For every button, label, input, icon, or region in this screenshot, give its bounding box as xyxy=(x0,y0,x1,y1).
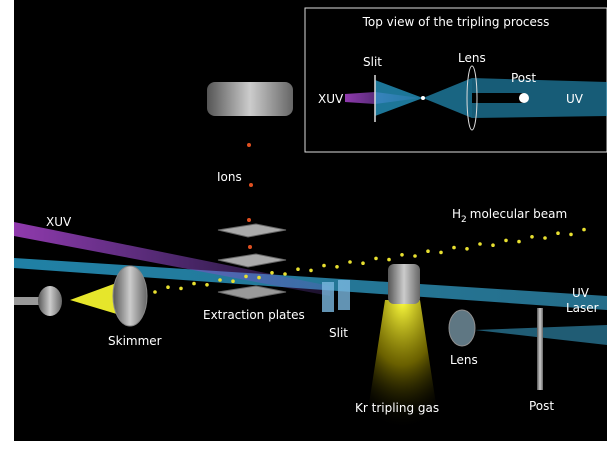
beam-dot xyxy=(335,265,339,269)
beam-dot xyxy=(309,268,313,273)
plate xyxy=(217,285,287,300)
inset-focus xyxy=(421,96,425,100)
beam-dot xyxy=(257,275,261,280)
beam-dot xyxy=(556,231,560,235)
inset-lens xyxy=(466,65,478,131)
post xyxy=(537,308,543,390)
label: UV xyxy=(566,92,584,106)
beam-dot xyxy=(569,232,573,237)
label: Skimmer xyxy=(108,334,162,348)
beam-dot xyxy=(153,290,157,294)
label: Extraction plates xyxy=(203,308,305,322)
slit-left xyxy=(322,282,334,312)
plate xyxy=(217,223,287,238)
label: Lens xyxy=(450,353,478,367)
label: Ions xyxy=(217,170,242,184)
inset: Top view of the tripling process Slit Le… xyxy=(304,7,607,153)
beam-dot xyxy=(218,278,222,282)
beam-dot xyxy=(179,286,183,291)
beam-dot xyxy=(231,279,235,284)
label: Slit xyxy=(363,55,382,69)
inset-title: Top view of the tripling process xyxy=(362,15,550,29)
beam-dot xyxy=(296,267,300,272)
beam-dot xyxy=(530,235,534,239)
beam-dot xyxy=(504,238,508,243)
beam-dot xyxy=(465,247,469,251)
detector xyxy=(207,82,293,116)
xuv-beam xyxy=(14,222,330,296)
beam-dot xyxy=(283,272,287,276)
inset-shadow xyxy=(472,93,524,103)
label-part: molecular beam xyxy=(470,207,567,221)
label: Laser xyxy=(566,301,599,315)
gas-cell xyxy=(388,264,420,304)
beam-dot xyxy=(400,253,404,257)
beam-dot xyxy=(452,245,456,250)
beam-dot xyxy=(244,274,248,279)
beam-dot xyxy=(166,285,170,290)
inset-uv-cone xyxy=(423,78,472,118)
beam-dot xyxy=(491,243,495,247)
inset-frame xyxy=(304,7,607,153)
label: Kr tripling gas xyxy=(355,401,439,415)
inset-uv-beam xyxy=(472,78,607,118)
inset-post xyxy=(519,93,529,103)
beam-dot xyxy=(426,249,430,253)
beam-dot xyxy=(348,260,352,264)
skimmer-cone xyxy=(112,265,148,327)
molecular-beam-dots xyxy=(153,227,586,294)
kr-gas xyxy=(365,300,440,430)
nozzle xyxy=(38,286,62,316)
beam-dot xyxy=(582,227,586,232)
label-part: 2 xyxy=(461,215,467,225)
beam-dot xyxy=(361,261,365,266)
beam-dot xyxy=(387,257,391,262)
beam-dot xyxy=(192,281,196,286)
label: Post xyxy=(529,399,554,413)
inset-uv-cone xyxy=(375,80,423,116)
label: Lens xyxy=(458,51,486,65)
label: UV xyxy=(572,286,590,300)
beam-dot xyxy=(413,254,417,258)
plate xyxy=(217,253,287,268)
label: Post xyxy=(511,71,536,85)
ion-dots xyxy=(247,143,253,249)
slit-right xyxy=(338,280,350,310)
nozzle-pipe xyxy=(14,297,44,305)
beam-dot xyxy=(205,283,209,287)
beam-dot xyxy=(478,242,482,246)
label-part: H xyxy=(452,207,461,221)
label: XUV xyxy=(46,215,72,229)
label: Slit xyxy=(329,326,348,340)
beam-dot xyxy=(322,263,326,268)
beam-dot xyxy=(543,236,547,240)
label: H2 molecular beam xyxy=(452,207,567,225)
label: XUV xyxy=(318,92,344,106)
beam-dot xyxy=(517,239,521,244)
beam-dot xyxy=(270,271,274,275)
beam-dot xyxy=(439,250,443,255)
beam-dot xyxy=(374,256,378,261)
lens xyxy=(448,309,476,347)
